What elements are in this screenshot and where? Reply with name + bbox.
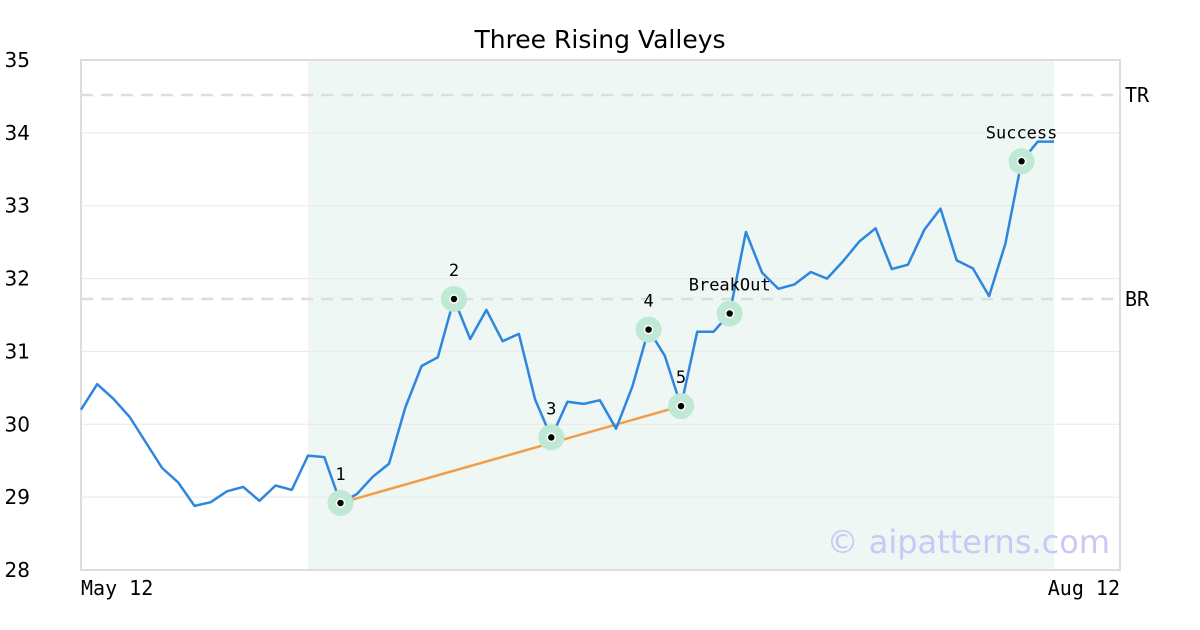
y-tick-label: 30 — [5, 412, 30, 436]
level-lines-layer: TR BR — [81, 83, 1150, 311]
watermark: © aipatterns.com — [827, 523, 1110, 561]
level-label-tr: TR — [1125, 83, 1150, 107]
point-dot-success — [1016, 156, 1027, 167]
grid-layer — [81, 132, 1120, 498]
series-layer — [79, 140, 1054, 508]
point-label-success: Success — [986, 123, 1058, 143]
price-line — [79, 140, 1054, 508]
point-label-2: 2 — [449, 261, 459, 281]
point-dot-5 — [676, 401, 686, 411]
level-label-br: BR — [1125, 287, 1150, 311]
point-label-1: 1 — [335, 465, 345, 485]
x-tick-label: Aug 12 — [1048, 576, 1120, 600]
markers-layer: 1 2 3 4 5 BreakOut Success — [327, 123, 1057, 516]
x-tick-label: May 12 — [81, 576, 153, 600]
point-label-4: 4 — [643, 292, 653, 312]
point-label-breakout: BreakOut — [689, 276, 771, 296]
y-tick-label: 35 — [5, 48, 30, 72]
point-label-5: 5 — [676, 368, 686, 388]
plot-frame — [80, 59, 1121, 571]
y-tick-label: 34 — [5, 121, 30, 145]
y-tick-label: 29 — [5, 485, 30, 509]
point-dot-3 — [546, 432, 557, 443]
point-dot-1 — [335, 498, 346, 508]
point-dot-4 — [643, 324, 654, 335]
point-dot-2 — [449, 294, 459, 304]
y-tick-label: 33 — [5, 194, 30, 218]
pattern-window — [308, 60, 1054, 570]
y-tick-label: 28 — [5, 558, 30, 582]
y-tick-label: 32 — [5, 267, 30, 291]
chart-title: Three Rising Valleys — [473, 25, 725, 54]
point-label-3: 3 — [546, 399, 556, 419]
point-dot-breakout — [724, 308, 735, 319]
y-tick-label: 31 — [5, 339, 30, 363]
pattern-window-layer — [308, 60, 1054, 570]
trendline — [340, 404, 682, 505]
